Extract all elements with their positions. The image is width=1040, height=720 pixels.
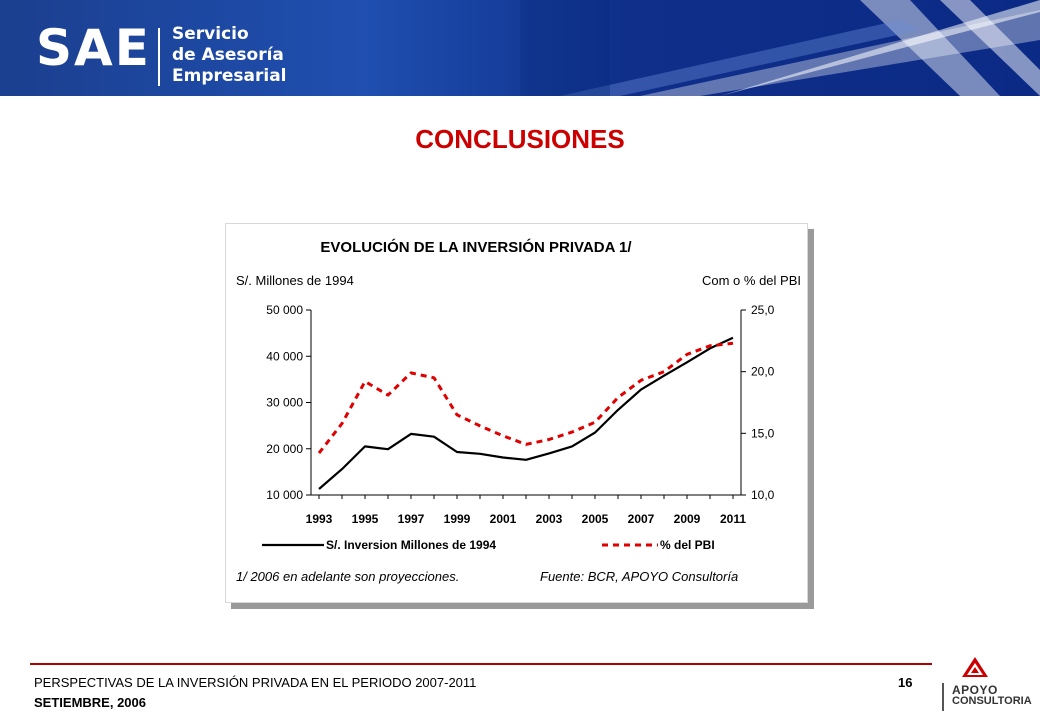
right-tick-label: 10,0 <box>751 488 775 502</box>
left-tick-label: 30 000 <box>266 396 303 410</box>
x-tick-label: 2003 <box>536 512 563 526</box>
banner-light-rays <box>520 0 1040 96</box>
left-tick-label: 50 000 <box>266 303 303 317</box>
brand-name: APOYO <box>952 683 998 697</box>
right-tick-label: 25,0 <box>751 303 775 317</box>
left-tick-label: 20 000 <box>266 442 303 456</box>
x-tick-label: 1995 <box>352 512 379 526</box>
series-line-pbi-percent <box>317 341 734 455</box>
left-tick-label: 10 000 <box>266 488 303 502</box>
chart-source: Fuente: BCR, APOYO Consultoría <box>540 569 738 584</box>
page-number: 16 <box>898 675 913 690</box>
x-tick-label: 1997 <box>398 512 425 526</box>
x-tick-label: 2005 <box>582 512 609 526</box>
investment-chart: EVOLUCIÓN DE LA INVERSIÓN PRIVADA 1/ S/.… <box>236 238 801 584</box>
logo-divider <box>158 28 160 86</box>
chart-note: 1/ 2006 en adelante son proyecciones. <box>236 569 459 584</box>
logo-subtitle: Servicio de Asesoría Empresarial <box>172 24 287 87</box>
left-axis-label: S/. Millones de 1994 <box>236 273 354 288</box>
chart-panel: EVOLUCIÓN DE LA INVERSIÓN PRIVADA 1/ S/.… <box>225 223 808 603</box>
right-tick-label: 20,0 <box>751 365 775 379</box>
legend-label-pbi: % del PBI <box>660 538 715 552</box>
x-tick-label: 2007 <box>628 512 655 526</box>
left-tick-label: 40 000 <box>266 349 303 363</box>
series-line-investment <box>318 336 734 490</box>
logo-subtitle-line: de Asesoría <box>172 45 284 65</box>
sae-logo: SAE <box>36 19 151 77</box>
slide-title: CONCLUSIONES <box>415 124 625 154</box>
logo-subtitle-line: Empresarial <box>172 66 287 86</box>
apoyo-logo-icon <box>942 657 988 711</box>
x-tick-label: 2001 <box>490 512 517 526</box>
x-tick-label: 2009 <box>674 512 701 526</box>
x-tick-label: 2011 <box>720 512 746 526</box>
x-tick-label: 1999 <box>444 512 471 526</box>
footer-date: SETIEMBRE, 2006 <box>34 695 146 710</box>
footer-presentation-title: PERSPECTIVAS DE LA INVERSIÓN PRIVADA EN … <box>34 675 477 690</box>
right-axis-label: Com o % del PBI <box>702 273 801 288</box>
header-banner: SAE Servicio de Asesoría Empresarial <box>0 0 1040 96</box>
footer-divider <box>30 663 932 665</box>
logo-subtitle-line: Servicio <box>172 24 249 44</box>
x-tick-label: 1993 <box>306 512 333 526</box>
right-tick-label: 15,0 <box>751 426 775 440</box>
chart-title: EVOLUCIÓN DE LA INVERSIÓN PRIVADA 1/ <box>320 238 632 256</box>
brand-subname: CONSULTORIA <box>952 695 1032 707</box>
legend-label-investment: S/. Inversion Millones de 1994 <box>326 538 496 552</box>
